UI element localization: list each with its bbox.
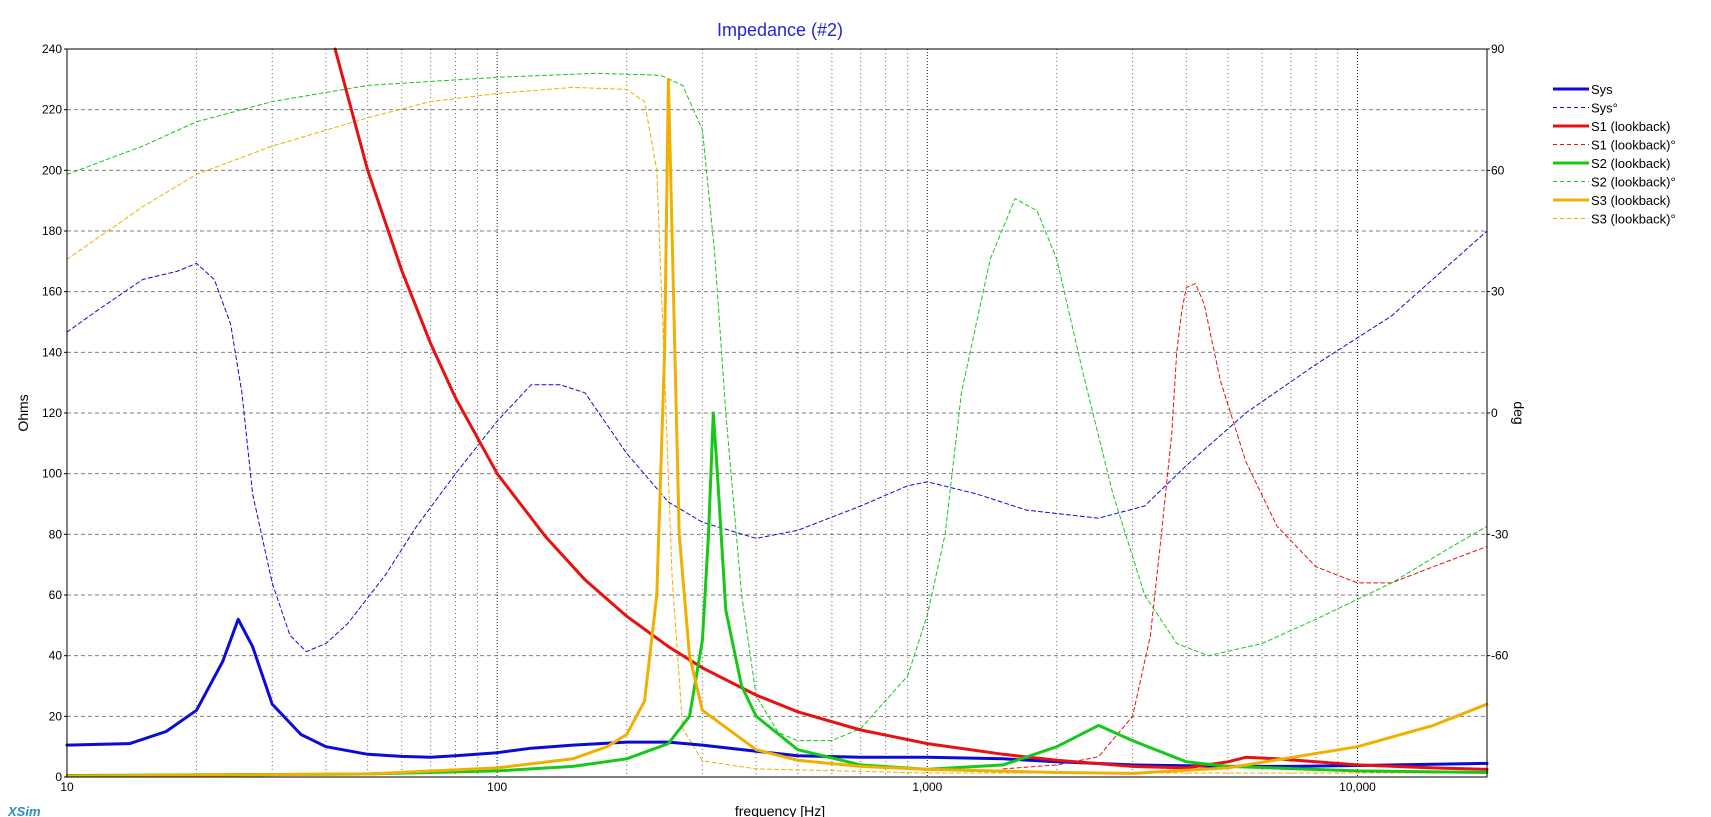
series-line-s2-lookback-phase xyxy=(66,72,1488,742)
legend: Sys Sys° S1 (lookback) S1 (lookback)° S2 (lo… xyxy=(1553,82,1676,227)
x-tick-label: 10 xyxy=(60,780,74,794)
legend-label: Sys° xyxy=(1591,101,1618,116)
y-tick-label-right: 90 xyxy=(1491,42,1505,56)
series-line-s3-lookback-phase xyxy=(66,86,1488,774)
y-tick-label-left: 200 xyxy=(42,163,62,177)
x-tick-label: 10,000 xyxy=(1339,780,1376,794)
series-line-s1-lookback-phase xyxy=(1002,283,1488,770)
y-tick-label-right: 30 xyxy=(1491,285,1505,299)
legend-label: Sys xyxy=(1591,82,1613,97)
y-tick-label-left: 0 xyxy=(55,770,62,784)
series-line-sys-phase xyxy=(66,230,1488,653)
y-tick-label-left: 140 xyxy=(42,345,62,359)
tick-labels: 0 20 40 60 80 100 120 140 160 180 200 220 240 90 60 30 0… xyxy=(42,42,1509,794)
y-tick-label-left: 60 xyxy=(49,588,63,602)
legend-label: S2 (lookback)° xyxy=(1591,175,1676,190)
y-tick-label-left: 80 xyxy=(49,527,63,541)
x-tick-label: 1,000 xyxy=(912,780,942,794)
series-line-s2-lookback xyxy=(65,411,1489,777)
y-axis-label-right: deg xyxy=(1511,401,1527,424)
legend-label: S3 (lookback) xyxy=(1591,193,1670,208)
y-tick-label-left: 160 xyxy=(42,285,62,299)
y-tick-label-left: 240 xyxy=(42,42,62,56)
series-line-sys xyxy=(65,617,1489,768)
y-tick-label-right: 0 xyxy=(1491,406,1498,420)
legend-label: S2 (lookback) xyxy=(1591,156,1670,171)
legend-label: S1 (lookback) xyxy=(1591,119,1670,134)
series-line-s1-lookback xyxy=(333,47,1489,771)
y-axis-label-left: Ohms xyxy=(15,394,31,431)
x-axis-label: frequency [Hz] xyxy=(735,803,825,817)
y-tick-label-left: 220 xyxy=(42,103,62,117)
grid xyxy=(67,49,1487,777)
y-tick-label-left: 100 xyxy=(42,467,62,481)
legend-label: S1 (lookback)° xyxy=(1591,138,1676,153)
chart-title: Impedance (#2) xyxy=(717,20,843,40)
y-tick-label-right: -30 xyxy=(1491,527,1509,541)
legend-label: S3 (lookback)° xyxy=(1591,212,1676,227)
y-tick-label-right: 60 xyxy=(1491,163,1505,177)
series-line-s3-lookback xyxy=(65,77,1489,778)
y-tick-label-left: 180 xyxy=(42,224,62,238)
xsim-watermark: XSim xyxy=(7,804,41,817)
y-tick-label-left: 40 xyxy=(49,649,63,663)
y-tick-label-left: 120 xyxy=(42,406,62,420)
y-tick-label-right: -60 xyxy=(1491,649,1509,663)
x-tick-label: 100 xyxy=(487,780,507,794)
series-layer xyxy=(65,47,1489,778)
y-tick-label-left: 20 xyxy=(49,709,63,723)
